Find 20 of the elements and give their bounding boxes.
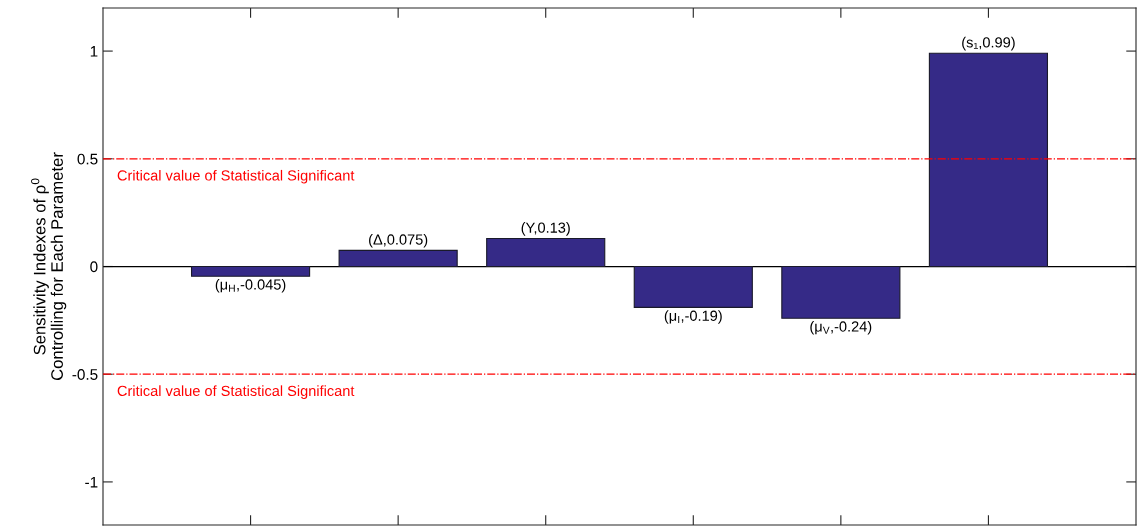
- y-tick-label: 0: [90, 261, 98, 273]
- bar: [190, 265, 311, 277]
- y-tick-label: 1: [90, 46, 98, 57]
- data-label: (μ$_{I}$,-0.19): [664, 310, 722, 324]
- ref-line-label: Critical value of Statistical Significant: [117, 385, 355, 399]
- data-label: (Υ,0.13): [521, 222, 570, 236]
- y-tick-label: 0.5: [77, 153, 98, 165]
- data-label: (μ$_{H}$,-0.045): [215, 278, 286, 293]
- bar: [781, 265, 901, 319]
- bar: [928, 52, 1049, 268]
- ref-line-label: Critical value of Statistical Significant: [117, 169, 355, 184]
- y-tick-label: -0.5: [72, 369, 98, 380]
- data-label: (μ$_{V}$,-0.24): [810, 320, 872, 335]
- bar: [486, 237, 606, 268]
- bar: [338, 249, 458, 268]
- data-label: (Δ,0.075): [369, 233, 428, 248]
- y-axis-title: Sensitivity Indexes of ρ$^{0}$ Controlling for Each Parameter: [31, 152, 67, 381]
- data-label: (s₁,0.99): [962, 36, 1015, 51]
- bar: [633, 265, 753, 308]
- y-tick-label: -1: [85, 476, 98, 488]
